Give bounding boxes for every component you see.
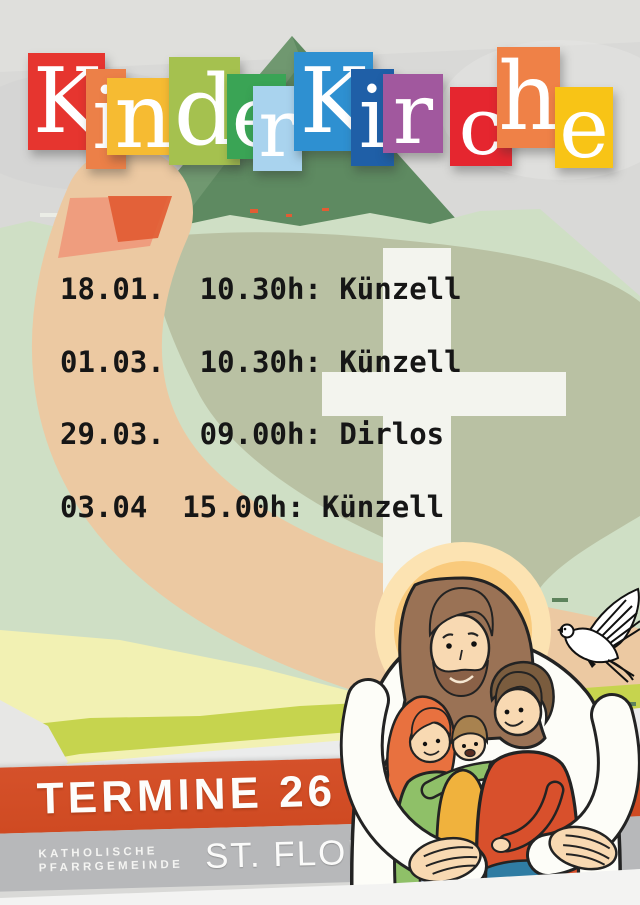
title-letter-block: r — [383, 72, 443, 156]
bottom-strip — [0, 869, 640, 905]
jesus-eye-left — [446, 643, 452, 649]
child-hair — [450, 714, 489, 746]
schedule-item: 29.03. 09.00h: Dirlos — [60, 417, 445, 452]
paper-texture-highlight — [0, 0, 640, 72]
jesus-nose — [459, 649, 463, 661]
mother-smile — [423, 750, 440, 756]
father-hair-front — [494, 670, 543, 710]
orange-speck — [250, 209, 258, 213]
father-eye-left — [504, 709, 510, 715]
red-orange-accent — [108, 196, 172, 242]
father-eye-right — [518, 707, 524, 713]
schedule-item: 01.03. 10.30h: Künzell — [60, 344, 462, 379]
orange-speck — [322, 208, 329, 211]
jesus-family-illustration — [339, 576, 640, 905]
father-arm — [500, 783, 562, 850]
orange-speck — [286, 214, 292, 217]
title-letter-block: d — [169, 57, 240, 165]
mother-hair-front — [410, 707, 452, 741]
jesus-hand-right — [548, 825, 618, 871]
jesus-eyebrows — [442, 632, 479, 639]
mother-eye-right — [435, 738, 441, 744]
jesus-eye-right — [471, 641, 477, 647]
child-smile — [464, 748, 476, 758]
title-letter-block: n — [107, 71, 180, 161]
mother-eye-left — [422, 741, 428, 747]
jesus-hair-front — [428, 586, 494, 638]
title-letter-block: h — [497, 42, 560, 152]
brush-speck — [40, 213, 66, 217]
child-eye-left — [462, 744, 466, 748]
schedule: 18.01. 10.30h: Künzell 01.03. 10.30h: Kün… — [60, 253, 462, 543]
schedule-item: 03.04 15.00h: Künzell — [60, 489, 445, 524]
schedule-item: 18.01. 10.30h: Künzell — [60, 272, 462, 307]
title-letter-block: e — [555, 86, 613, 170]
title-letter-block: r — [253, 86, 302, 171]
child-eye-right — [474, 742, 478, 746]
jesus-smile — [449, 675, 474, 684]
father-hand — [491, 837, 511, 853]
title: KinderKirche — [0, 0, 640, 200]
father-smile — [504, 720, 524, 727]
jesus-beard — [432, 659, 489, 698]
